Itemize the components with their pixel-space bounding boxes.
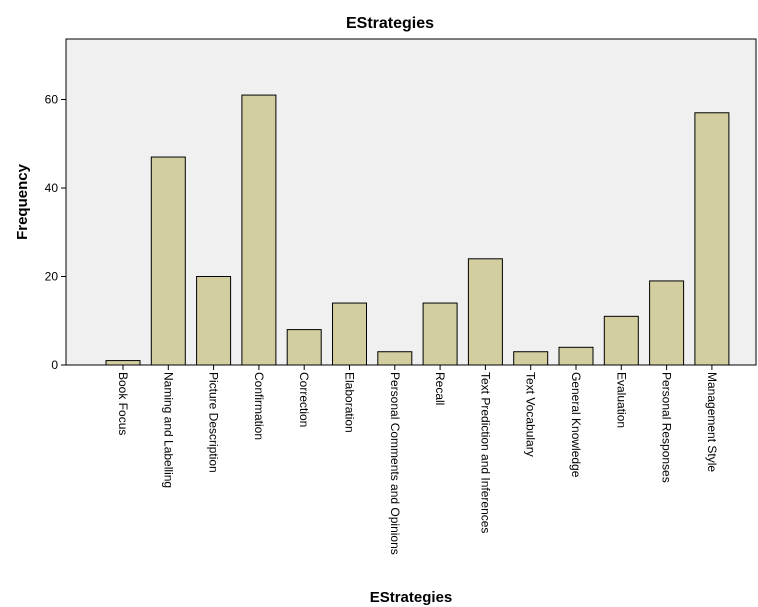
chart-title: EStrategies (346, 15, 434, 32)
bar (422, 302, 458, 366)
bar (603, 315, 639, 366)
x-tick-label: Text Vocabulary (524, 372, 538, 457)
x-tick-label: Text Prediction and Inferences (478, 372, 492, 533)
bar (513, 351, 549, 366)
x-tick-label: Personal Responses (660, 372, 674, 483)
bar (694, 112, 730, 366)
x-tick-label: Management Style (705, 372, 719, 472)
x-tick-label: Evaluation (614, 372, 628, 428)
x-tick-label: Naming and Labelling (161, 372, 175, 488)
y-tick-label: 40 (45, 181, 59, 195)
y-tick-label: 20 (45, 270, 59, 284)
x-tick-label: Personal Comments and Opinions (388, 372, 402, 555)
x-tick-label: General Knowledge (569, 372, 583, 478)
y-axis: 0 20 40 60 (45, 93, 66, 372)
bar (286, 329, 322, 366)
y-tick-label: 60 (45, 93, 59, 107)
x-tick-label: Correction (297, 372, 311, 427)
y-axis-label: Frequency (14, 163, 31, 240)
bar (377, 351, 413, 366)
x-tick-label: Recall (433, 372, 447, 405)
bar (558, 346, 594, 366)
bar (105, 360, 141, 366)
x-tick-label: Confirmation (252, 372, 266, 440)
bar (332, 302, 367, 366)
bar (150, 156, 186, 366)
bar (196, 276, 232, 366)
x-tick-label: Book Focus (116, 372, 130, 435)
y-tick-label: 0 (51, 358, 58, 372)
bars-group (105, 94, 730, 366)
bar (467, 258, 503, 366)
bar (241, 94, 277, 366)
x-tick-label: Picture Description (207, 372, 221, 473)
x-axis: Book Focus Naming and Labelling Picture De… (116, 365, 719, 555)
x-axis-label: EStrategies (370, 589, 453, 606)
x-tick-label: Elaboration (343, 372, 357, 433)
bar (649, 280, 685, 366)
